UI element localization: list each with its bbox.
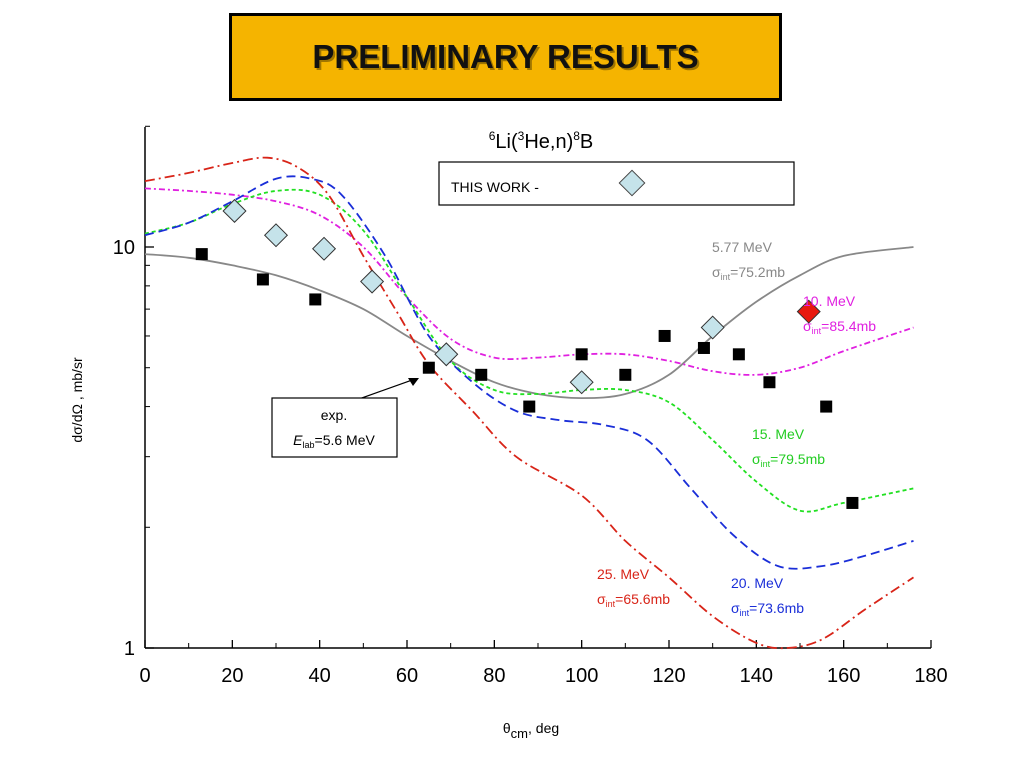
this-work-diamond-point <box>569 370 594 395</box>
label-25: 25. MeV <box>597 566 650 582</box>
this-work-diamond-point <box>796 299 821 324</box>
label-10: 10. MeV <box>803 293 856 309</box>
label-5.77: 5.77 MeV <box>712 239 773 255</box>
this-work-diamond-point <box>222 198 247 223</box>
exp-annotation: exp. Elab=5.6 MeV <box>271 378 419 458</box>
x-tick-label-0: 0 <box>139 665 150 687</box>
curve-5.77-mev <box>144 246 914 400</box>
exp-square-point <box>820 400 833 413</box>
curves-layer <box>144 156 914 650</box>
x-tick-label-40: 40 <box>309 665 331 687</box>
exp-square-point <box>575 348 588 361</box>
this-work-diamond-point <box>700 315 725 340</box>
exp-square-point <box>475 368 488 381</box>
this-work-diamond-point <box>360 269 385 294</box>
x-tick-label-160: 160 <box>827 665 860 687</box>
exp-square-point <box>732 348 745 361</box>
x-tick-label-60: 60 <box>396 665 418 687</box>
label-15: 15. MeV <box>752 426 805 442</box>
title-mass-6: 6 <box>489 129 496 143</box>
x-tick-label-120: 120 <box>652 665 685 687</box>
curve-10.-mev <box>144 187 914 376</box>
exp-square-point <box>697 341 710 354</box>
this-work-diamond-point <box>434 342 459 367</box>
points-layer <box>195 198 859 509</box>
title-he: He,n) <box>524 131 573 153</box>
curve-labels: 5.77 MeV σint=75.2mb 10. MeV σint=85.4mb… <box>597 239 876 618</box>
curve-15.-mev <box>144 188 914 513</box>
x-axis-label: θcm, deg <box>503 720 559 741</box>
curve-25.-mev <box>144 156 914 650</box>
title-li: Li( <box>495 131 518 153</box>
x-tick-label-180: 180 <box>914 665 947 687</box>
chart-title: 6Li(3He,n)8B <box>489 129 594 153</box>
this-work-diamond-point <box>312 236 337 261</box>
axes-layer: 0 20 40 60 80 100 120 140 160 180 1 10 <box>113 125 948 687</box>
sigma-10: σint=85.4mb <box>803 318 876 336</box>
this-work-diamond-point <box>263 223 289 248</box>
y-axis-label: dσ/dΩ , mb/sr <box>69 357 85 443</box>
exp-square-point <box>256 273 269 286</box>
exp-square-point <box>763 376 776 389</box>
title-banner: PRELIMINARY RESULTS <box>229 13 782 101</box>
exp-square-point <box>846 496 859 509</box>
exp-energy: Elab=5.6 MeV <box>293 432 375 450</box>
sigma-15: σint=79.5mb <box>752 451 825 469</box>
x-tick-label-80: 80 <box>483 665 505 687</box>
exp-square-point <box>195 248 208 261</box>
title-mass-8: 8 <box>573 129 580 143</box>
banner-title: PRELIMINARY RESULTS <box>312 38 699 75</box>
exp-square-point <box>619 368 632 381</box>
sigma-25: σint=65.6mb <box>597 591 670 609</box>
label-20: 20. MeV <box>731 575 784 591</box>
y-tick-label-1: 1 <box>124 638 135 660</box>
x-tick-label-140: 140 <box>740 665 773 687</box>
exp-label: exp. <box>321 407 347 423</box>
y-tick-label-10: 10 <box>113 237 135 259</box>
legend-box: THIS WORK - <box>438 161 795 206</box>
title-b: B <box>580 131 593 153</box>
exp-square-point <box>309 293 322 306</box>
legend-diamond-marker <box>618 169 646 197</box>
title-mass-3: 3 <box>518 129 525 143</box>
exp-square-point <box>523 400 536 413</box>
curve-20.-mev <box>144 175 914 570</box>
exp-square-point <box>658 329 671 342</box>
legend-label: THIS WORK - <box>451 179 539 195</box>
x-tick-label-100: 100 <box>565 665 598 687</box>
exp-square-point <box>422 361 435 374</box>
sigma-20: σint=73.6mb <box>731 600 804 618</box>
x-tick-label-20: 20 <box>221 665 243 687</box>
sigma-5.77: σint=75.2mb <box>712 264 785 282</box>
